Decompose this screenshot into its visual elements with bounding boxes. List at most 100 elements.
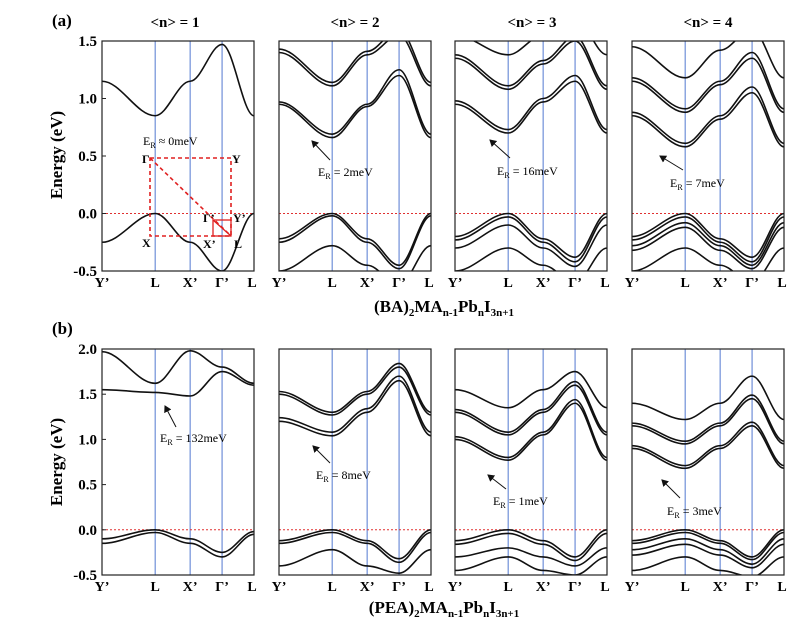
- k-label-4: L: [777, 276, 786, 291]
- er-arrow: [661, 479, 681, 499]
- band-vb4: [455, 556, 607, 575]
- y-axis-title-b: Energy (eV): [47, 418, 66, 506]
- y-tick-label: 1.5: [78, 34, 97, 50]
- er-annotation: ER = 16meV: [497, 164, 558, 180]
- formula-b: (PEA)2MAn-1PbnI3n+1: [369, 598, 519, 620]
- k-label-3: Γ’: [568, 276, 582, 291]
- bz-y-prime-label: Y’: [233, 211, 246, 225]
- y-tick-label: 1.0: [78, 92, 97, 108]
- band-cb5: [632, 375, 784, 421]
- k-label-1: L: [681, 276, 690, 291]
- k-label-4: L: [777, 580, 786, 595]
- panel-a-label: (a): [52, 11, 72, 30]
- bz-square: [149, 157, 232, 237]
- band-cb1: [279, 379, 431, 437]
- y-tick-label: 1.0: [78, 432, 97, 448]
- k-label-3: Γ’: [392, 580, 406, 595]
- panel-b-n2: Y’ L X’ Γ’ L ER = 8meV: [272, 348, 434, 595]
- band-vb4: [632, 226, 784, 270]
- band-cb4: [279, 362, 431, 414]
- panel-a-n2: Y’ L X’ Γ’ L ER = 2meV: [272, 40, 434, 291]
- band-vb2: [279, 531, 431, 564]
- band-cb4: [455, 380, 607, 433]
- er-annotation: ER = 7meV: [670, 176, 725, 192]
- band-vb1: [455, 212, 607, 259]
- y-tick-label: -0.5: [73, 568, 97, 584]
- y-tick-label: 0.5: [78, 478, 97, 494]
- band-vb5: [632, 556, 784, 575]
- band-cb4: [279, 41, 431, 84]
- k-label-3: Γ’: [568, 580, 582, 595]
- k-label-0: Y’: [448, 580, 463, 595]
- band-cb4: [632, 51, 784, 110]
- k-label-1: L: [328, 276, 337, 291]
- k-label-0: Y’: [272, 580, 287, 595]
- k-label-1: L: [681, 580, 690, 595]
- band-vb5: [632, 247, 784, 271]
- panel-frame: [454, 40, 608, 272]
- y-tick-label: 0.0: [78, 523, 97, 539]
- band-cb3: [632, 397, 784, 445]
- band-cb2: [279, 68, 431, 135]
- band-cb1: [102, 43, 254, 117]
- panel-frame: [278, 40, 432, 272]
- k-label-4: L: [424, 580, 433, 595]
- k-label-2: X’: [536, 276, 551, 291]
- k-label-0: Y’: [95, 276, 110, 291]
- band-vb2: [279, 214, 431, 270]
- band-vb3: [455, 224, 607, 268]
- band-cb2: [279, 375, 431, 433]
- band-cb1: [279, 74, 431, 139]
- k-label-0: Y’: [625, 580, 640, 595]
- band-cb4: [632, 394, 784, 443]
- band-vb2: [455, 216, 607, 263]
- y-tick-label: -0.5: [73, 264, 97, 280]
- er-annotation: ER = 1meV: [493, 494, 548, 510]
- panel-frame: [278, 348, 432, 576]
- band-vb1: [632, 212, 784, 259]
- panel-b-n1: Y’ L X’ Γ’ L -0.5 0.0 0.5 1.0 1.5 2.0 ER = 132meV: [73, 342, 256, 595]
- column-title-n3: <n> = 3: [508, 15, 557, 31]
- y-tick-label: 1.5: [78, 387, 97, 403]
- bz-reduced-diagonal: [212, 219, 232, 237]
- k-label-2: X’: [183, 276, 198, 291]
- k-label-0: Y’: [272, 276, 287, 291]
- column-title-n4: <n> = 4: [684, 15, 733, 31]
- bz-y-label: Y: [232, 152, 241, 166]
- panel-frame: [631, 40, 785, 272]
- k-label-1: L: [151, 276, 160, 291]
- k-label-2: X’: [183, 580, 198, 595]
- band-vb3: [632, 538, 784, 565]
- k-label-2: X’: [536, 580, 551, 595]
- band-vb2: [102, 531, 254, 558]
- panel-frame: [631, 348, 785, 576]
- band-cb2: [102, 370, 254, 397]
- panel-frame: [454, 348, 608, 576]
- band-cb2: [455, 74, 607, 131]
- bz-diagonal: [149, 157, 232, 237]
- y-tick-label: 2.0: [78, 342, 97, 358]
- panel-frame: [101, 348, 255, 576]
- er-arrow: [487, 474, 507, 490]
- k-label-3: Γ’: [392, 276, 406, 291]
- k-label-1: L: [504, 580, 513, 595]
- bz-er-text: ER ≈ 0meV: [143, 134, 198, 150]
- band-cb4: [455, 41, 607, 87]
- k-label-3: Γ’: [745, 580, 759, 595]
- band-vb3: [455, 547, 607, 567]
- band-cb1: [632, 425, 784, 470]
- k-label-4: L: [247, 580, 256, 595]
- k-label-4: L: [424, 276, 433, 291]
- formula-a: (BA)2MAn-1PbnI3n+1: [374, 297, 514, 319]
- panel-b-n4: Y’ L X’ Γ’ L ER = 3meV: [625, 348, 787, 595]
- k-label-1: L: [151, 580, 160, 595]
- plots-layer: Y’ L X’ Γ’ L -0.5 0.0 0.5 1.0 1.5 Y’ L X’ Γ’ L ER = 2me…: [73, 34, 787, 595]
- k-label-0: Y’: [95, 580, 110, 595]
- band-vb3: [632, 221, 784, 267]
- band-cb3: [632, 57, 784, 114]
- band-cb5: [632, 41, 784, 79]
- bz-x-prime-label: X’: [203, 237, 216, 251]
- k-label-4: L: [600, 580, 609, 595]
- band-vb1: [455, 528, 607, 558]
